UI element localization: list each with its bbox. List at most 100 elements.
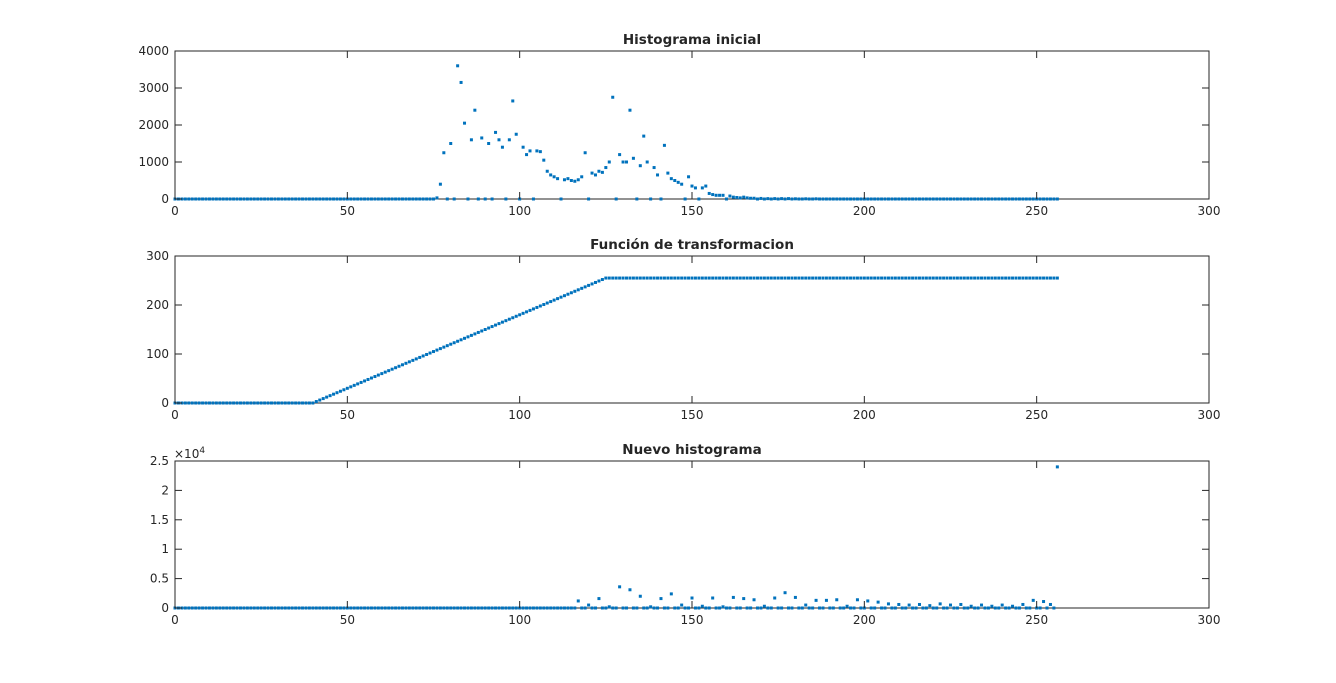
data-point [370,377,373,380]
y-tick-label: 300 [146,249,169,263]
data-point [1021,277,1024,280]
data-point [1018,607,1021,610]
data-point [418,198,421,201]
data-point [246,607,249,610]
data-point [963,607,966,610]
data-point [494,607,497,610]
data-point [618,277,621,280]
axes-box [175,51,1209,199]
data-point [380,607,383,610]
data-point [742,196,745,199]
data-point [508,607,511,610]
data-point [525,310,528,313]
data-point [759,197,762,200]
data-point [842,277,845,280]
data-point [990,605,993,608]
data-point [659,198,662,201]
data-point [446,607,449,610]
data-point [859,607,862,610]
data-point [780,607,783,610]
data-point [484,328,487,331]
data-point [580,607,583,610]
data-point [663,277,666,280]
data-point [263,402,266,405]
data-point [697,198,700,201]
data-point [918,603,921,606]
data-point [242,402,245,405]
data-point [415,357,418,360]
data-point [815,197,818,200]
data-point [608,605,611,608]
data-point [267,198,270,201]
data-point [542,607,545,610]
data-point [763,605,766,608]
data-point [460,81,463,84]
y-tick-label: 1.5 [150,513,169,527]
data-point [470,607,473,610]
data-point [894,277,897,280]
data-point [570,607,573,610]
data-point [1039,607,1042,610]
data-point [939,198,942,201]
data-point [515,315,518,318]
data-point [491,325,494,328]
data-point [1021,603,1024,606]
data-point [649,277,652,280]
data-point [208,402,211,405]
data-point [460,338,463,341]
data-point [659,277,662,280]
data-point [628,277,631,280]
data-point [639,595,642,598]
data-point [746,607,749,610]
data-point [708,277,711,280]
data-point [422,354,425,357]
data-point [198,402,201,405]
data-point [908,277,911,280]
data-point [977,607,980,610]
data-point [708,192,711,195]
data-point [277,402,280,405]
data-point [363,607,366,610]
data-point [487,607,490,610]
data-point [749,607,752,610]
data-point [329,607,332,610]
data-point [963,277,966,280]
data-point [904,607,907,610]
data-point [1014,607,1017,610]
x-tick-label: 50 [340,613,355,627]
data-point [622,277,625,280]
data-point [422,607,425,610]
data-point [915,607,918,610]
data-point [1032,277,1035,280]
data-point [477,607,480,610]
data-point [732,196,735,199]
data-point [580,175,583,178]
data-point [990,198,993,201]
data-point [601,278,604,281]
data-point [191,198,194,201]
data-point [735,607,738,610]
data-point [911,607,914,610]
data-point [994,277,997,280]
x-tick-label: 300 [1198,613,1221,627]
data-point [939,277,942,280]
x-tick-label: 200 [853,204,876,218]
data-point [463,337,466,340]
data-point [987,607,990,610]
data-point [684,277,687,280]
data-point [890,198,893,201]
data-point [473,109,476,112]
data-point [691,185,694,188]
data-point [332,393,335,396]
data-point [546,302,549,305]
data-point [887,277,890,280]
y-tick-label: 4000 [138,44,169,58]
data-point [373,198,376,201]
data-point [766,277,769,280]
data-point [432,350,435,353]
data-point [852,277,855,280]
data-point [1028,198,1031,201]
data-point [722,605,725,608]
data-point [318,607,321,610]
data-point [597,170,600,173]
